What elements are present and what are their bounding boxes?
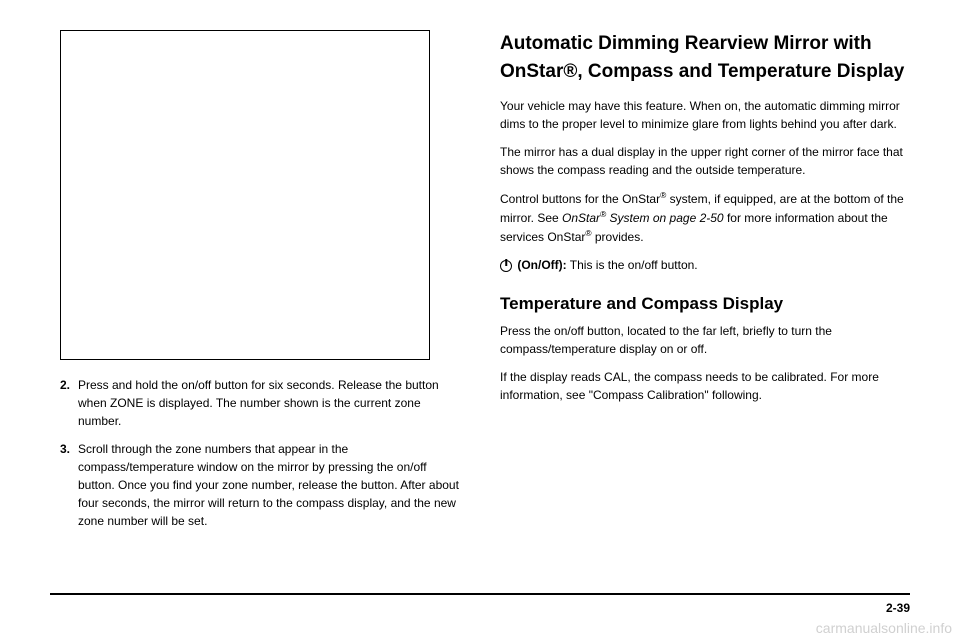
section-heading: Automatic Dimming Rearview Mirror with O… [500,30,910,85]
sub-heading: Temperature and Compass Display [500,294,910,314]
footer-divider [50,593,910,595]
instruction-item-2: 2. Press and hold the on/off button for … [78,376,460,430]
item-number-3: 3. [60,440,70,458]
page-footer: 2-39 [50,593,910,615]
paragraph-5: If the display reads CAL, the compass ne… [500,368,910,404]
item-text-2: Press and hold the on/off button for six… [78,378,439,428]
left-column: 2. Press and hold the on/off button for … [50,30,460,570]
paragraph-1: Your vehicle may have this feature. When… [500,97,910,133]
item-text-3: Scroll through the zone numbers that app… [78,442,459,528]
paragraph-3: Control buttons for the OnStar® system, … [500,189,910,246]
paragraph-4: Press the on/off button, located to the … [500,322,910,358]
paragraph-2: The mirror has a dual display in the upp… [500,143,910,179]
right-column: Automatic Dimming Rearview Mirror with O… [500,30,910,570]
item-number-2: 2. [60,376,70,394]
instruction-list: 2. Press and hold the on/off button for … [50,376,460,540]
diagram-placeholder [60,30,430,360]
power-icon [500,260,512,272]
page-number: 2-39 [50,601,910,615]
instruction-item-3: 3. Scroll through the zone numbers that … [78,440,460,530]
onoff-definition: (On/Off): This is the on/off button. [500,256,910,274]
watermark-text: carmanualsonline.info [816,620,952,636]
